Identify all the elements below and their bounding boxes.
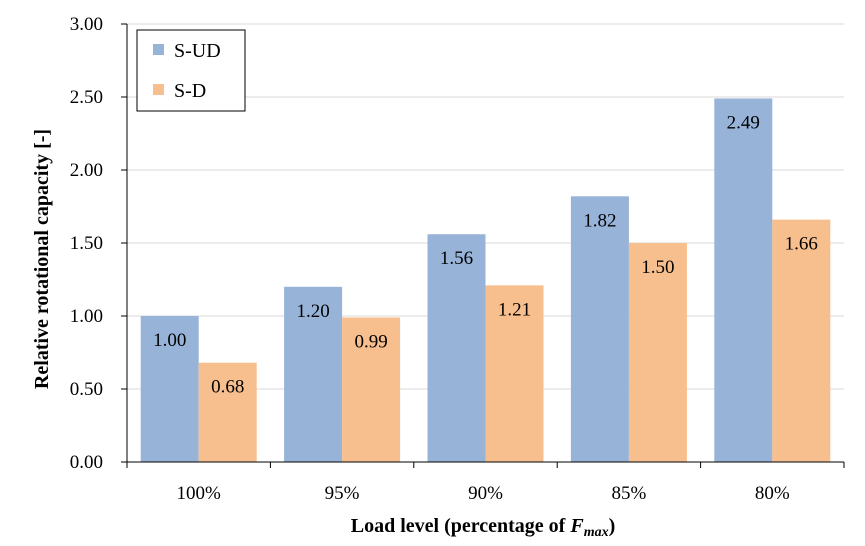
data-label: 1.82: [583, 210, 616, 231]
x-axis-title-prefix: Load level (percentage of: [351, 515, 571, 537]
y-tick-label: 0.50: [70, 379, 103, 400]
data-label: 1.00: [153, 330, 186, 351]
x-axis-title: Load level (percentage of Fmax): [351, 515, 616, 540]
legend: S-UD S-D: [136, 29, 246, 112]
bar-s-ud-3: [570, 196, 629, 462]
y-axis-title: Relative rotational capacity [-]: [31, 129, 53, 389]
y-tick-label: 2.00: [70, 160, 103, 181]
data-label: 0.68: [211, 377, 244, 398]
data-label: 1.66: [785, 234, 818, 255]
x-tick-label: 85%: [611, 483, 646, 504]
x-axis-title-sub: max: [584, 525, 609, 540]
y-tick-label: 3.00: [70, 14, 103, 35]
x-axis-title-suffix: ): [609, 515, 616, 537]
y-tick-label: 0.00: [70, 452, 103, 473]
bar-s-d-1: [342, 317, 401, 462]
x-tick-label: 80%: [755, 483, 790, 504]
data-label: 1.56: [440, 248, 473, 269]
legend-label-s-d: S-D: [174, 80, 206, 102]
legend-swatch-s-ud: [153, 44, 164, 55]
y-tick-label: 1.50: [70, 233, 103, 254]
y-tick-label: 2.50: [70, 87, 103, 108]
y-tick-label: 1.00: [70, 306, 103, 327]
bar-s-d-3: [628, 243, 687, 462]
bar-s-d-2: [485, 285, 544, 462]
legend-label-s-ud: S-UD: [174, 40, 221, 62]
bar-s-d-4: [772, 219, 831, 462]
data-label: 1.20: [296, 301, 329, 322]
bar-s-d-0: [198, 362, 257, 462]
x-axis-ticks: 100% 95% 90% 85% 80%: [126, 462, 845, 504]
x-tick-label: 95%: [325, 483, 360, 504]
data-label: 2.49: [727, 112, 760, 133]
bar-s-ud-0: [140, 316, 199, 462]
data-label: 1.50: [641, 257, 674, 278]
x-tick-label: 90%: [468, 483, 503, 504]
bars: [140, 98, 831, 463]
legend-swatch-s-d: [153, 84, 164, 95]
bar-s-ud-2: [427, 234, 486, 462]
bar-s-ud-1: [284, 286, 343, 462]
x-axis-title-var: F: [569, 515, 584, 537]
bar-s-ud-4: [714, 98, 773, 463]
x-tick-label: 100%: [177, 483, 222, 504]
data-labels: 1.00 0.68 1.20 0.99 1.56 1.21 1.82 1.50 2.49 1.66: [153, 112, 818, 397]
y-axis-ticks: 0.00 0.50 1.00 1.50 2.00 2.50 3.00: [70, 14, 127, 473]
data-label: 1.21: [498, 299, 531, 320]
data-label: 0.99: [354, 331, 387, 352]
legend-box: [136, 29, 246, 112]
